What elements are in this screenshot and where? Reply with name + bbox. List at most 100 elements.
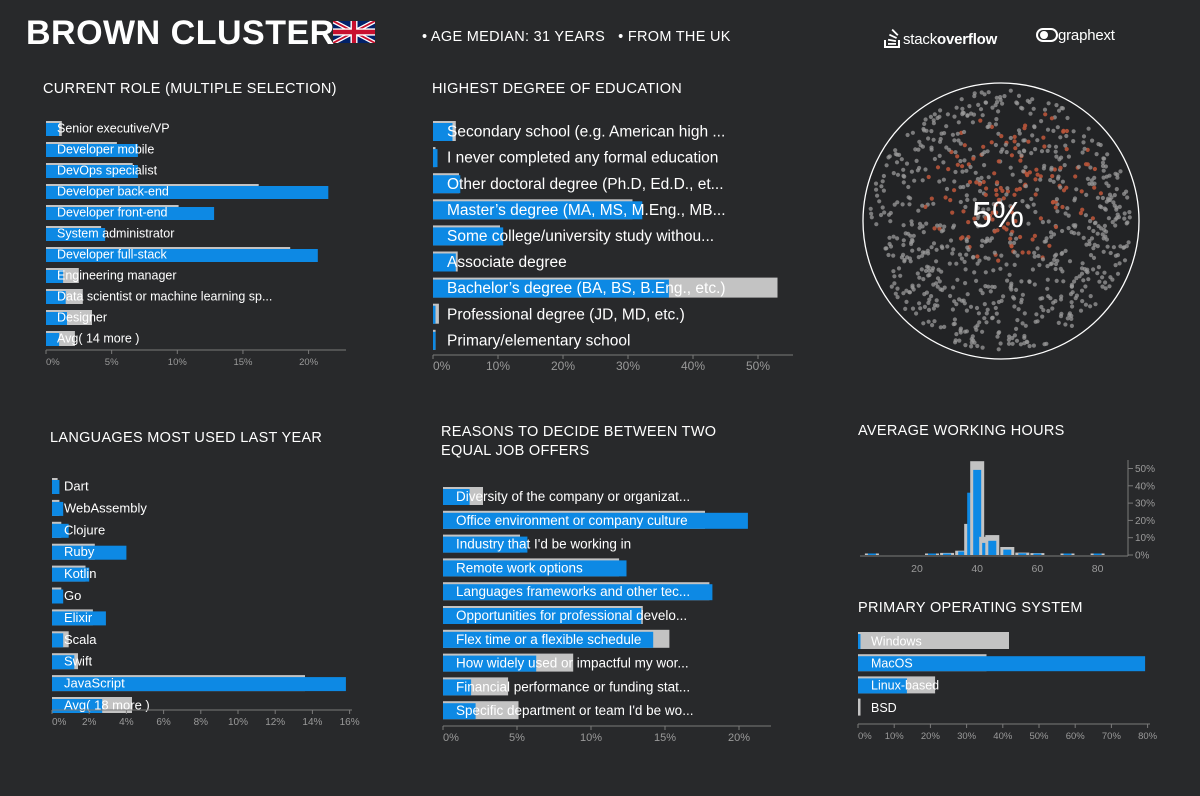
network-node	[1012, 333, 1017, 338]
working-hours-y-tick-label: 50%	[1135, 464, 1155, 475]
os-title: PRIMARY OPERATING SYSTEM	[858, 600, 1083, 616]
network-node	[996, 131, 1001, 136]
network-node	[960, 169, 965, 174]
network-node	[982, 302, 987, 307]
network-node	[1008, 285, 1013, 290]
network-node	[904, 299, 909, 304]
network-node	[917, 139, 922, 144]
education-category-label: Bachelor’s degree (BA, BS, B.Eng., etc.)	[447, 280, 726, 297]
network-node-cluster	[1025, 173, 1030, 178]
network-node	[952, 114, 957, 119]
network-node	[1092, 181, 1097, 186]
network-node	[994, 311, 999, 316]
country: FROM THE UK	[627, 29, 731, 45]
network-node	[1107, 284, 1112, 289]
network-node	[965, 292, 970, 297]
reasons-tick-label: 10%	[580, 732, 602, 744]
network-node-cluster	[983, 192, 988, 197]
network-node	[1088, 165, 1093, 170]
network-node	[975, 216, 980, 221]
network-node	[1015, 101, 1020, 106]
education-bar-average	[433, 303, 439, 324]
network-node-cluster	[1009, 244, 1014, 249]
graphext-logo[interactable]: graphext	[1036, 27, 1115, 44]
network-node	[1033, 209, 1038, 215]
reasons-category-label: Office environment or company culture	[456, 513, 688, 528]
network-node	[1055, 125, 1060, 130]
education-bar-cluster	[433, 149, 438, 168]
network-node	[964, 239, 969, 244]
network-node	[1103, 164, 1108, 169]
network-node	[941, 177, 946, 182]
languages-tick-label: 14%	[302, 717, 322, 728]
network-node	[962, 259, 967, 264]
network-node	[1023, 323, 1028, 328]
network-node-cluster	[983, 216, 988, 221]
network-node	[959, 256, 964, 261]
languages-category-label: Elixir	[64, 610, 93, 625]
network-node	[999, 298, 1004, 303]
network-node	[869, 215, 874, 220]
network-node	[936, 267, 941, 272]
working-hours-bar-cluster	[1063, 553, 1072, 555]
network-node	[1076, 231, 1081, 236]
cluster-network-graph[interactable]: 5%	[860, 80, 1142, 362]
network-node	[1069, 316, 1074, 321]
network-node	[1054, 278, 1059, 283]
network-node	[1114, 187, 1119, 192]
network-node	[901, 167, 906, 172]
network-node	[938, 136, 943, 142]
network-node	[973, 170, 978, 175]
network-node	[961, 298, 966, 303]
network-node	[927, 272, 932, 278]
network-node-cluster	[974, 180, 979, 185]
network-node	[910, 285, 915, 290]
network-node-cluster	[971, 156, 976, 161]
network-node	[1087, 225, 1092, 230]
network-node-cluster	[1041, 135, 1046, 140]
network-node	[953, 169, 958, 175]
cluster-meta: • AGE MEDIAN: 31 YEARS • FROM THE UK	[422, 29, 731, 45]
current_role-bar-cluster	[46, 333, 60, 346]
stackoverflow-logo[interactable]: stackoverflow	[883, 27, 997, 49]
network-node	[931, 118, 936, 123]
network-node	[958, 326, 963, 331]
os-tick-label: 60%	[1066, 731, 1086, 742]
network-node	[1069, 300, 1074, 305]
network-node-cluster	[1090, 216, 1095, 221]
network-node	[893, 151, 898, 157]
network-node	[1117, 204, 1122, 209]
working-hours-x-tick-label: 60	[1032, 563, 1044, 575]
network-node	[1059, 155, 1064, 160]
reasons-category-label: Flex time or a flexible schedule	[456, 632, 641, 647]
network-node	[1118, 244, 1123, 249]
network-node	[979, 175, 984, 180]
network-node	[1100, 275, 1105, 280]
network-node	[1010, 335, 1015, 341]
graphext-icon	[1036, 28, 1058, 42]
stackoverflow-logo-text-light: stack	[903, 31, 938, 48]
os-category-label: BSD	[871, 701, 897, 715]
network-node-cluster	[1092, 166, 1097, 172]
network-node	[942, 324, 947, 329]
network-node	[968, 304, 974, 309]
os-tick-label: 20%	[921, 731, 941, 742]
network-node-cluster	[1026, 139, 1031, 144]
os-tick-label: 40%	[993, 731, 1013, 742]
network-node-cluster	[988, 213, 993, 219]
network-node	[1017, 150, 1022, 155]
network-node	[1087, 239, 1092, 244]
network-node	[1094, 152, 1099, 157]
uk-flag-icon	[333, 21, 375, 43]
network-node	[1070, 304, 1075, 309]
network-node	[967, 104, 972, 109]
network-node	[921, 321, 926, 326]
network-node	[914, 158, 919, 163]
network-node	[927, 297, 932, 302]
current_role-category-label: Designer	[57, 311, 107, 325]
network-node-cluster	[1042, 144, 1047, 149]
education-bar-cluster	[433, 175, 461, 194]
working-hours-y-tick-label: 0%	[1135, 551, 1150, 562]
current_role-category-label: Developer mobile	[57, 143, 154, 157]
network-node-cluster	[966, 220, 971, 225]
